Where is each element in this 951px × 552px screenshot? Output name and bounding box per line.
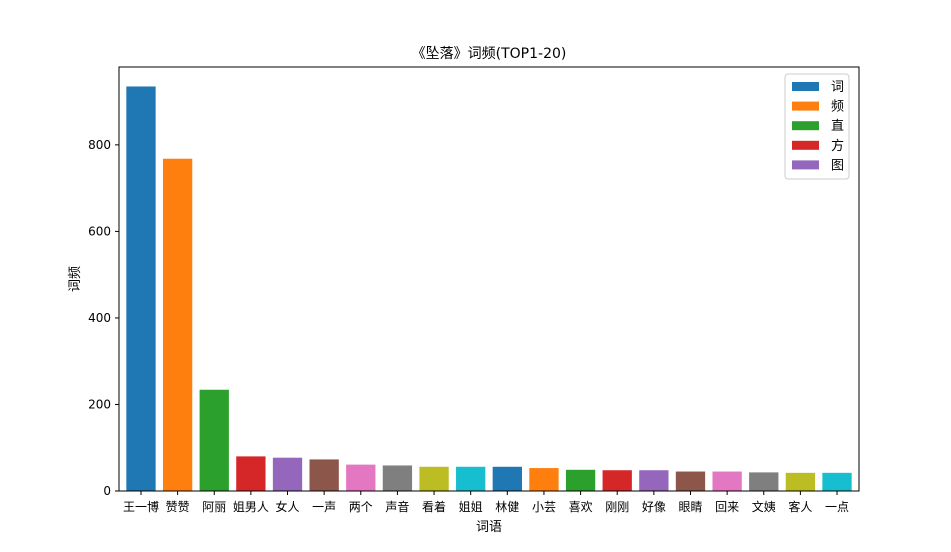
bar-15 xyxy=(639,470,669,491)
x-tick-label: 回来 xyxy=(715,500,739,514)
legend-label: 方 xyxy=(831,138,844,154)
bar-5 xyxy=(272,457,303,491)
legend-label: 频 xyxy=(831,100,844,115)
x-tick-label: 一点 xyxy=(825,500,849,514)
x-tick-label: 声音 xyxy=(385,499,409,514)
x-tick-label: 王一博 xyxy=(123,499,159,514)
legend-swatch xyxy=(792,160,819,170)
x-tick-label: 姐男人 xyxy=(233,500,269,514)
y-tick-label: 400 xyxy=(88,311,111,325)
x-tick-label: 两个 xyxy=(349,500,373,514)
y-ticks-group: 0 200 400 600 800 xyxy=(88,138,119,498)
x-tick-label: 好像 xyxy=(642,500,666,514)
x-tick-label: 女人 xyxy=(276,499,300,514)
x-tick-label: 小芸 xyxy=(532,500,556,514)
x-tick-label: 刚刚 xyxy=(605,500,629,514)
plot-frame xyxy=(118,66,860,492)
bar-11 xyxy=(492,466,522,491)
bar-3 xyxy=(199,389,229,491)
bar-9 xyxy=(419,466,449,491)
bar-8 xyxy=(382,465,413,491)
bar-14 xyxy=(602,470,632,491)
y-tick-label: 0 xyxy=(103,484,111,498)
y-tick-label: 600 xyxy=(88,224,111,238)
y-tick-label: 800 xyxy=(88,138,111,152)
bar-20 xyxy=(822,472,852,491)
x-tick-label: 文姨 xyxy=(752,499,776,514)
x-tick-label: 看着 xyxy=(422,499,446,514)
bar-10 xyxy=(456,466,486,491)
legend-label: 直 xyxy=(831,119,844,134)
x-tick-label: 姐姐 xyxy=(459,500,483,514)
legend-swatch xyxy=(792,101,819,111)
legend-swatch xyxy=(792,121,819,131)
legend-label: 图 xyxy=(831,158,844,173)
bar-1 xyxy=(126,86,156,491)
chart-title: 《坠落》词频(TOP1-20) xyxy=(412,46,567,62)
bar-13 xyxy=(565,469,596,491)
legend-label: 词 xyxy=(831,80,844,95)
x-tick-label: 喜欢 xyxy=(569,499,593,514)
legend-swatch xyxy=(792,82,819,91)
bar-12 xyxy=(529,468,559,491)
bars-group xyxy=(126,86,852,491)
bar-4 xyxy=(236,456,266,491)
x-ticks-group: 王一博 赞赞 阿丽 姐男人 女人 一声 两个 声音 看着 姐姐 林健 小芸 喜欢 刚刚 好像 眼睛 回来 文姨 客人… xyxy=(123,491,849,514)
x-tick-label: 林健 xyxy=(495,500,519,514)
bar-2 xyxy=(162,158,193,491)
x-tick-label: 阿丽 xyxy=(202,500,226,514)
bar-17 xyxy=(712,471,742,491)
x-tick-label: 赞赞 xyxy=(166,500,190,514)
x-tick-label: 一声 xyxy=(312,500,336,514)
legend-swatch xyxy=(792,140,819,150)
y-axis-label: 词频 xyxy=(68,266,83,292)
x-axis-label: 词语 xyxy=(476,520,502,535)
bar-16 xyxy=(675,471,706,491)
y-tick-label: 200 xyxy=(88,397,111,411)
bar-6 xyxy=(309,459,339,491)
x-tick-label: 客人 xyxy=(788,499,812,514)
x-tick-label: 眼睛 xyxy=(678,500,702,514)
bar-19 xyxy=(785,472,816,491)
bar-18 xyxy=(749,472,779,491)
bar-7 xyxy=(346,464,376,491)
